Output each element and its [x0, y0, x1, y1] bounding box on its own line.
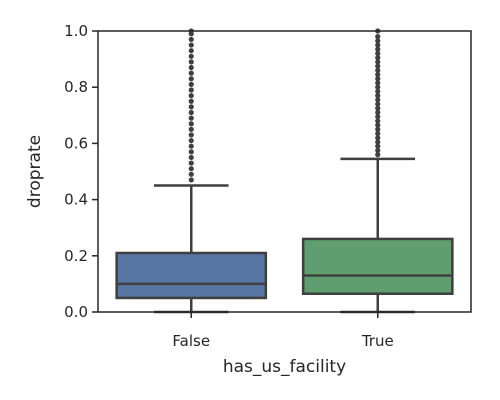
outlier-point	[188, 64, 194, 71]
outlier-point	[375, 88, 381, 95]
outlier-point	[188, 53, 194, 59]
outlier-point	[188, 36, 194, 43]
y-tick-label: 0.0	[64, 303, 88, 321]
outlier-point	[375, 67, 381, 73]
outlier-point	[375, 139, 381, 145]
outlier-point	[375, 55, 381, 61]
box	[301, 237, 454, 295]
x-axis-label: has_us_facility	[223, 357, 346, 377]
x-tick-label: True	[361, 332, 394, 350]
y-axis: 0.0 0.2 0.4 0.6 0.8 1.0	[64, 22, 98, 321]
x-axis: False True	[172, 312, 394, 350]
y-tick-label: 0.2	[64, 247, 88, 265]
outlier-point	[375, 152, 381, 158]
box	[115, 251, 268, 300]
outlier-point	[188, 115, 194, 121]
outlier-point	[375, 34, 381, 40]
box-group-false	[115, 28, 268, 314]
outlier-point	[375, 71, 381, 78]
outlier-point	[375, 118, 381, 124]
outlier-point	[188, 70, 194, 76]
outlier-point	[375, 97, 381, 103]
y-axis-label: droprate	[25, 135, 45, 208]
outlier-point	[188, 160, 194, 166]
axes-frame	[97, 30, 472, 313]
outlier-point	[375, 80, 381, 86]
outlier-point	[375, 84, 381, 90]
outlier-point	[375, 135, 381, 141]
outlier-point	[375, 59, 381, 65]
outlier-point	[375, 76, 381, 82]
box-group-true	[301, 28, 454, 314]
outlier-point	[375, 38, 381, 44]
y-tick-label: 0.8	[64, 78, 88, 96]
outlier-point	[375, 122, 381, 128]
outlier-point	[188, 109, 194, 116]
outlier-point	[188, 166, 194, 172]
outlier-point	[188, 98, 194, 104]
outlier-point	[188, 154, 194, 161]
outlier-point	[188, 42, 194, 48]
outlier-point	[375, 46, 381, 52]
outlier-point	[375, 63, 381, 69]
outlier-point	[375, 109, 381, 116]
outlier-point	[188, 132, 194, 138]
outlier-point	[375, 147, 381, 154]
outlier-point	[188, 171, 194, 177]
y-tick-label: 0.4	[64, 191, 88, 209]
outlier-point	[375, 130, 381, 137]
outlier-point	[375, 42, 381, 48]
y-tick-label: 1.0	[64, 22, 88, 40]
outlier-point	[188, 93, 194, 99]
outlier-point	[188, 137, 194, 144]
outlier-point	[188, 126, 194, 132]
outlier-point	[188, 143, 194, 149]
outlier-point	[188, 87, 194, 93]
outlier-point	[188, 81, 194, 87]
outlier-point	[188, 59, 194, 65]
outlier-point	[188, 48, 194, 54]
outlier-point	[375, 105, 381, 111]
x-tick-label: False	[172, 332, 210, 350]
outlier-point	[188, 104, 194, 110]
outlier-point	[375, 101, 381, 107]
outlier-point	[188, 121, 194, 127]
y-tick-label: 0.6	[64, 134, 88, 152]
outlier-point	[375, 126, 381, 132]
outlier-point	[188, 76, 194, 82]
outlier-point	[375, 93, 381, 99]
outlier-point	[375, 143, 381, 149]
outlier-point	[188, 177, 194, 183]
plot-area	[115, 28, 454, 314]
outlier-point	[375, 50, 381, 57]
outlier-point	[188, 149, 194, 155]
outlier-point	[375, 114, 381, 120]
